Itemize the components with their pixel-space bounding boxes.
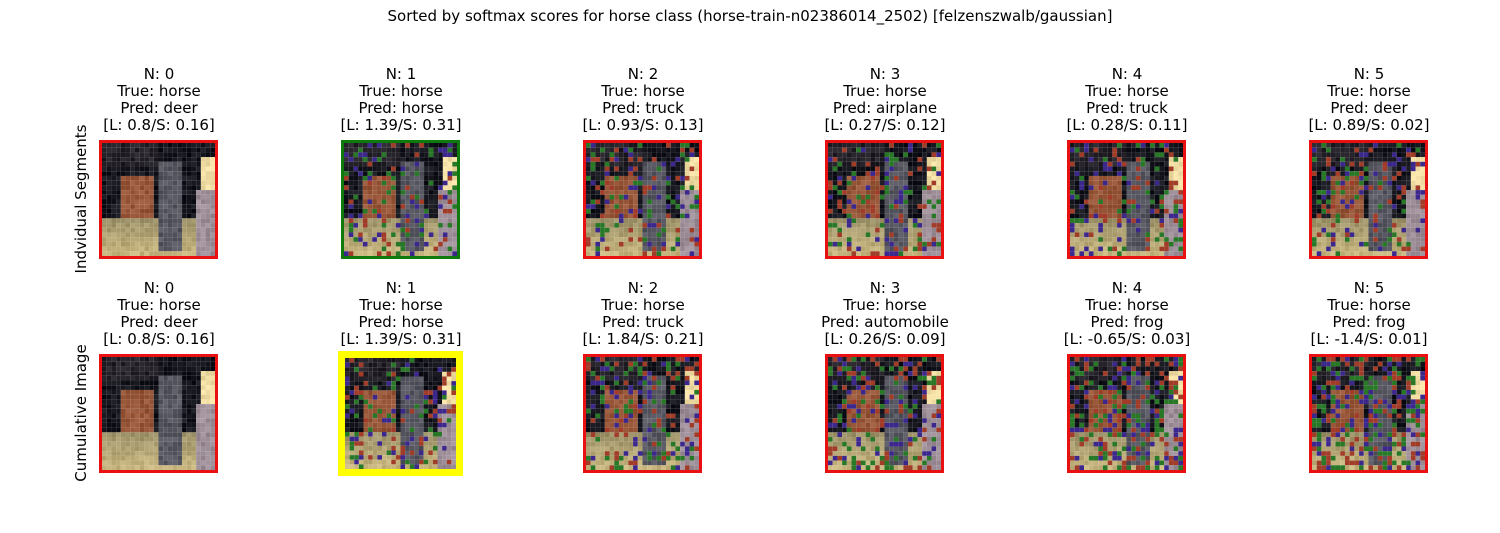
thumbnail-image: [344, 143, 457, 256]
segment-thumbnail: [825, 354, 944, 473]
panel-score: [L: 1.39/S: 0.31]: [301, 117, 501, 134]
panel-score: [L: -1.4/S: 0.01]: [1269, 331, 1469, 348]
panel-index: N: 2: [543, 280, 743, 297]
panel-true-label: True: horse: [301, 297, 501, 314]
panel-score: [L: 0.93/S: 0.13]: [543, 117, 743, 134]
panel-true-label: True: horse: [543, 297, 743, 314]
panel-true-label: True: horse: [1269, 83, 1469, 100]
segment-thumbnail: [1309, 140, 1428, 259]
thumbnail-image: [1070, 143, 1183, 256]
segment-thumbnail: [1309, 354, 1428, 473]
segment-thumbnail: [1067, 354, 1186, 473]
panel-score: [L: 0.28/S: 0.11]: [1027, 117, 1227, 134]
panel-index: N: 5: [1269, 280, 1469, 297]
panel-pred-label: Pred: automobile: [785, 314, 985, 331]
panel-pred-label: Pred: deer: [59, 100, 259, 117]
segment-thumbnail: [341, 140, 460, 259]
panel-index: N: 4: [1027, 280, 1227, 297]
panel-true-label: True: horse: [59, 83, 259, 100]
segment-thumbnail: [825, 140, 944, 259]
panel-true-label: True: horse: [301, 83, 501, 100]
panel-pred-label: Pred: frog: [1269, 314, 1469, 331]
panel-true-label: True: horse: [785, 83, 985, 100]
figure-title: Sorted by softmax scores for horse class…: [0, 7, 1500, 25]
thumbnail-image: [828, 357, 941, 470]
panel-score: [L: 0.8/S: 0.16]: [59, 331, 259, 348]
panel-index: N: 3: [785, 66, 985, 83]
segment-thumbnail: [1067, 140, 1186, 259]
panel-score: [L: 1.84/S: 0.21]: [543, 331, 743, 348]
thumbnail-image: [1312, 357, 1425, 470]
panel-index: N: 4: [1027, 66, 1227, 83]
segment-thumbnail: [338, 351, 463, 476]
panel-index: N: 1: [301, 66, 501, 83]
panel-pred-label: Pred: deer: [59, 314, 259, 331]
panel-pred-label: Pred: deer: [1269, 100, 1469, 117]
panel-index: N: 3: [785, 280, 985, 297]
panel-pred-label: Pred: frog: [1027, 314, 1227, 331]
panel-pred-label: Pred: airplane: [785, 100, 985, 117]
panel-true-label: True: horse: [1027, 297, 1227, 314]
thumbnail-image: [828, 143, 941, 256]
panel-index: N: 0: [59, 280, 259, 297]
panel-index: N: 2: [543, 66, 743, 83]
thumbnail-image: [345, 358, 456, 469]
panel-true-label: True: horse: [1027, 83, 1227, 100]
segment-thumbnail: [99, 354, 218, 473]
panel-index: N: 1: [301, 280, 501, 297]
panel-pred-label: Pred: horse: [301, 314, 501, 331]
panel-pred-label: Pred: truck: [543, 314, 743, 331]
thumbnail-image: [1312, 143, 1425, 256]
panel-pred-label: Pred: truck: [543, 100, 743, 117]
panel-index: N: 0: [59, 66, 259, 83]
panel-true-label: True: horse: [1269, 297, 1469, 314]
panel-true-label: True: horse: [785, 297, 985, 314]
thumbnail-image: [586, 357, 699, 470]
panel-score: [L: 0.89/S: 0.02]: [1269, 117, 1469, 134]
thumbnail-image: [102, 357, 215, 470]
panel-score: [L: 0.26/S: 0.09]: [785, 331, 985, 348]
panel-score: [L: 0.8/S: 0.16]: [59, 117, 259, 134]
panel-score: [L: 0.27/S: 0.12]: [785, 117, 985, 134]
panel-score: [L: -0.65/S: 0.03]: [1027, 331, 1227, 348]
panel-pred-label: Pred: horse: [301, 100, 501, 117]
panel-pred-label: Pred: truck: [1027, 100, 1227, 117]
thumbnail-image: [1070, 357, 1183, 470]
thumbnail-image: [102, 143, 215, 256]
panel-true-label: True: horse: [59, 297, 259, 314]
segment-thumbnail: [99, 140, 218, 259]
segment-thumbnail: [583, 354, 702, 473]
panel-true-label: True: horse: [543, 83, 743, 100]
panel-score: [L: 1.39/S: 0.31]: [301, 331, 501, 348]
segment-thumbnail: [583, 140, 702, 259]
panel-index: N: 5: [1269, 66, 1469, 83]
thumbnail-image: [586, 143, 699, 256]
